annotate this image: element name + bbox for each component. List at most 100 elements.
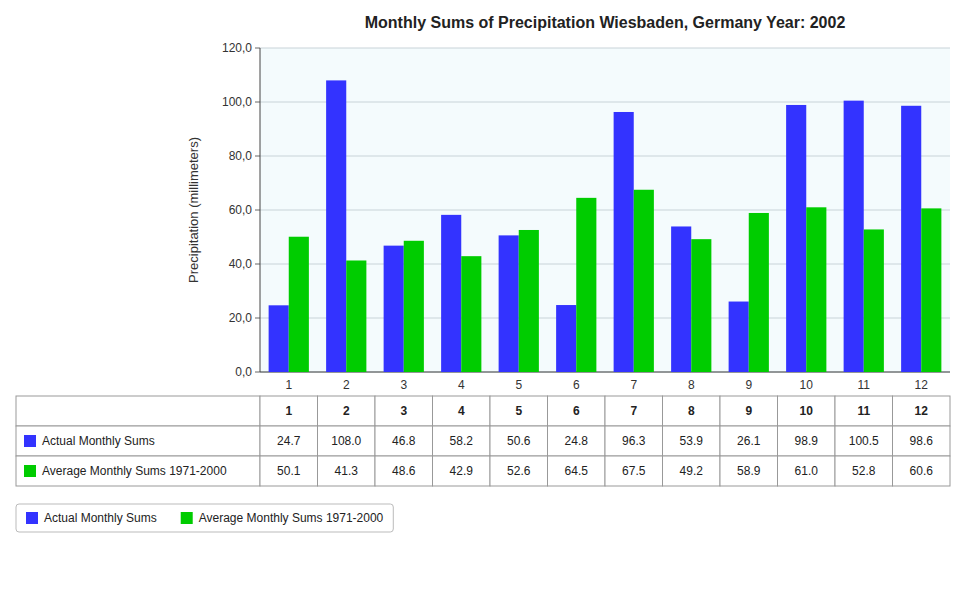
y-tick <box>255 372 260 373</box>
table-cell <box>490 456 548 486</box>
table-cell <box>16 426 260 456</box>
legend-label: Actual Monthly Sums <box>44 511 157 525</box>
table-value: 49.2 <box>680 464 704 478</box>
grid <box>260 48 950 372</box>
x-tick-label: 5 <box>515 378 522 392</box>
bar <box>786 105 806 372</box>
table-cell <box>893 396 951 426</box>
table-header: 1 <box>285 404 292 418</box>
chart-title: Monthly Sums of Precipitation Wiesbaden,… <box>365 14 846 31</box>
bar <box>404 241 424 372</box>
table-swatch <box>24 465 36 477</box>
y-tick-label: 0,0 <box>235 365 252 379</box>
table-cell <box>663 456 721 486</box>
bar <box>441 215 461 372</box>
legend-label: Average Monthly Sums 1971-2000 <box>199 511 384 525</box>
x-tick-label: 6 <box>573 378 580 392</box>
table-value: 108.0 <box>331 434 361 448</box>
legend-box <box>16 504 393 532</box>
table-cell <box>375 426 433 456</box>
table-value: 58.2 <box>450 434 474 448</box>
table-cell <box>835 396 893 426</box>
table-header: 2 <box>343 404 350 418</box>
y-axis-line <box>260 48 261 372</box>
table-cell <box>778 456 836 486</box>
y-tick-label: 80,0 <box>229 149 253 163</box>
bar <box>614 112 634 372</box>
table-value: 67.5 <box>622 464 646 478</box>
y-tick-label: 120,0 <box>222 41 252 55</box>
x-tick-label: 12 <box>915 378 929 392</box>
y-tick-label: 100,0 <box>222 95 252 109</box>
table-cell <box>778 426 836 456</box>
y-axis-label: Precipitation (millimeters) <box>186 137 201 283</box>
table-header: 10 <box>800 404 814 418</box>
table-value: 98.9 <box>795 434 819 448</box>
y-tick <box>255 48 260 49</box>
y-tick <box>255 318 260 319</box>
table-header: 3 <box>400 404 407 418</box>
bar <box>634 190 654 372</box>
table-value: 60.6 <box>910 464 934 478</box>
table-cell <box>16 456 260 486</box>
table-value: 24.7 <box>277 434 301 448</box>
bar <box>289 237 309 372</box>
table-value: 100.5 <box>849 434 879 448</box>
table-cell <box>778 396 836 426</box>
table-cell <box>835 456 893 486</box>
data-table: 123456789101112Actual Monthly Sums24.710… <box>16 396 950 486</box>
table-value: 50.6 <box>507 434 531 448</box>
table-header: 11 <box>857 404 870 418</box>
table-cell <box>490 426 548 456</box>
table-cell <box>548 426 606 456</box>
legend-swatch <box>26 512 38 524</box>
bar <box>519 230 539 372</box>
table-value: 24.8 <box>565 434 589 448</box>
table-value: 52.6 <box>507 464 531 478</box>
table-cell <box>720 396 778 426</box>
bar <box>844 101 864 372</box>
y-tick-label: 40,0 <box>229 257 253 271</box>
bar <box>901 106 921 372</box>
table-header: 5 <box>515 404 522 418</box>
table-cell <box>433 456 491 486</box>
x-tick-label: 2 <box>343 378 350 392</box>
table-value: 61.0 <box>795 464 819 478</box>
table-swatch <box>24 435 36 447</box>
table-cell <box>605 396 663 426</box>
table-value: 42.9 <box>450 464 474 478</box>
table-cell <box>260 396 318 426</box>
table-value: 64.5 <box>565 464 589 478</box>
x-tick-label: 3 <box>400 378 407 392</box>
table-cell <box>720 426 778 456</box>
table-cell <box>605 426 663 456</box>
table-row-label: Actual Monthly Sums <box>42 434 155 448</box>
bar <box>326 80 346 372</box>
x-tick-label: 1 <box>285 378 292 392</box>
bar <box>921 208 941 372</box>
table-header: 9 <box>745 404 752 418</box>
table-cell <box>605 456 663 486</box>
bar <box>556 305 576 372</box>
table-value: 53.9 <box>680 434 704 448</box>
table-cell <box>893 426 951 456</box>
table-cell <box>548 456 606 486</box>
table-cell <box>375 396 433 426</box>
bar <box>269 305 289 372</box>
y-tick <box>255 210 260 211</box>
table-cell <box>260 456 318 486</box>
grid-line <box>260 48 950 49</box>
table-value: 52.8 <box>852 464 876 478</box>
y-tick-label: 60,0 <box>229 203 253 217</box>
bar <box>691 239 711 372</box>
table-cell <box>433 426 491 456</box>
x-tick-label: 10 <box>800 378 814 392</box>
bar <box>864 229 884 372</box>
bar <box>499 235 519 372</box>
table-value: 98.6 <box>910 434 934 448</box>
table-cell <box>663 396 721 426</box>
table-cell <box>893 456 951 486</box>
y-tick <box>255 102 260 103</box>
table-header: 6 <box>573 404 580 418</box>
table-cell <box>433 396 491 426</box>
